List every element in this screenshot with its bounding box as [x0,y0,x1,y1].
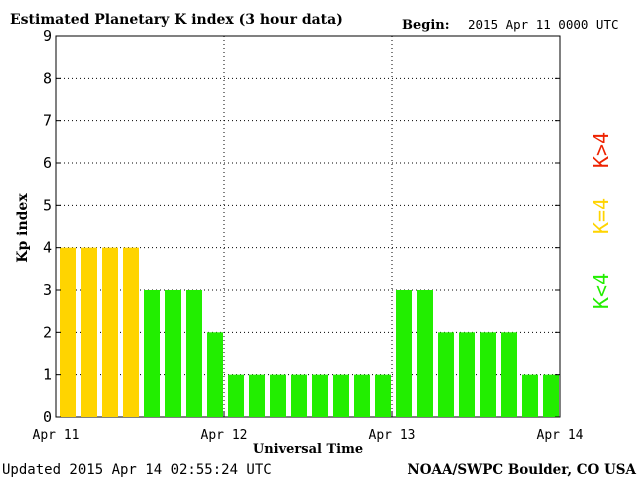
updated-timestamp: Updated 2015 Apr 14 02:55:24 UTC [2,462,272,478]
x-tick-label: Apr 12 [201,428,248,443]
kp-bar [354,374,370,417]
kp-bar [459,332,475,417]
kp-bar [144,290,160,417]
bars [60,247,559,417]
kp-bar [522,374,538,417]
chart-title: Estimated Planetary K index (3 hour data… [10,12,343,28]
y-tick-label: 9 [43,27,52,45]
kp-bar [60,247,76,417]
kp-bar [480,332,496,417]
y-tick-label: 4 [43,239,52,257]
kp-bar [186,290,202,417]
begin-value: 2015 Apr 11 0000 UTC [468,17,619,32]
y-tick-label: 7 [43,112,52,130]
kp-bar [375,374,391,417]
kp-bar [102,247,118,417]
kp-bar [207,332,223,417]
x-tick-label: Apr 13 [369,428,416,443]
x-tick-label: Apr 11 [33,428,80,443]
legend-k-equal-4: K=4 [589,198,613,234]
x-tick-label: Apr 14 [537,428,584,443]
kp-bar [249,374,265,417]
grid-lines [56,35,560,417]
source-credit: NOAA/SWPC Boulder, CO USA [407,462,636,478]
y-tick-label: 0 [43,408,52,426]
y-tick-label: 3 [43,281,52,299]
kp-bar [417,290,433,417]
x-axis-label: Universal Time [253,442,363,457]
kp-bar [396,290,412,417]
plot-area [55,35,561,418]
kp-bar [333,374,349,417]
legend-k-greater-4: K>4 [589,132,613,168]
y-tick-label: 8 [43,69,52,87]
y-tick-label: 1 [43,366,52,384]
kp-bar [543,374,559,417]
y-axis-label: Kp index [15,193,31,263]
kp-bar [123,247,139,417]
kp-bar [165,290,181,417]
y-tick-label: 2 [43,323,52,341]
kp-bar [312,374,328,417]
begin-label: Begin: [402,18,450,33]
y-tick-label: 6 [43,154,52,172]
y-tick-label: 5 [43,196,52,214]
x-axis-ticks: Apr 11 Apr 12 Apr 13 Apr 14 [33,411,584,443]
kp-bar [270,374,286,417]
kp-bar [291,374,307,417]
legend-k-less-4: K<4 [589,273,613,309]
kp-bar [501,332,517,417]
kp-bar [228,374,244,417]
kp-bar [438,332,454,417]
kp-bar [81,247,97,417]
y-axis-ticks: 0 1 2 3 4 5 6 7 8 9 [43,27,560,426]
